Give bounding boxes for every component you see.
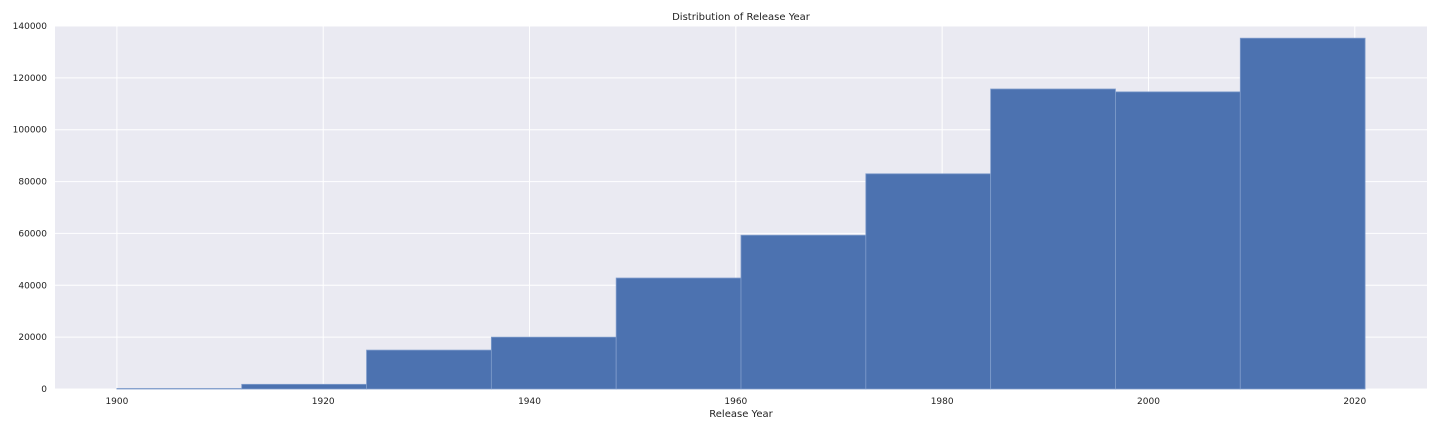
x-tick-label: 1980 xyxy=(931,397,954,407)
y-tick-label: 80000 xyxy=(18,178,47,188)
chart-title: Distribution of Release Year xyxy=(672,12,811,23)
histogram-bar xyxy=(865,173,992,390)
y-tick-label: 120000 xyxy=(13,74,48,84)
histogram-bar xyxy=(116,388,243,390)
x-tick-label: 2020 xyxy=(1343,397,1366,407)
histogram-bar xyxy=(990,88,1116,390)
x-tick-label: 1960 xyxy=(724,397,747,407)
y-tick-label: 40000 xyxy=(18,281,47,291)
histogram-bar xyxy=(1115,91,1241,390)
histogram-bar xyxy=(366,349,492,390)
histogram-bar xyxy=(490,336,617,390)
histogram-bars xyxy=(116,37,1366,390)
x-axis-title: Release Year xyxy=(709,409,773,420)
y-tick-label: 60000 xyxy=(18,229,47,239)
histogram-bar xyxy=(740,234,867,390)
histogram-bar xyxy=(1239,37,1366,390)
x-tick-label: 1900 xyxy=(105,397,128,407)
histogram-bar xyxy=(615,277,742,390)
y-tick-label: 140000 xyxy=(13,22,48,32)
y-tick-label: 0 xyxy=(41,385,47,395)
x-axis-ticks: 1900 1920 1940 1960 1980 2000 2020 xyxy=(105,397,1366,407)
y-tick-label: 100000 xyxy=(13,126,48,136)
y-axis-ticks: 0 20000 40000 60000 80000 100000 120000 140000 xyxy=(13,22,48,395)
x-tick-label: 1940 xyxy=(518,397,541,407)
y-tick-label: 20000 xyxy=(18,333,47,343)
histogram-bar xyxy=(241,383,367,390)
x-tick-label: 1920 xyxy=(312,397,335,407)
x-tick-label: 2000 xyxy=(1137,397,1160,407)
